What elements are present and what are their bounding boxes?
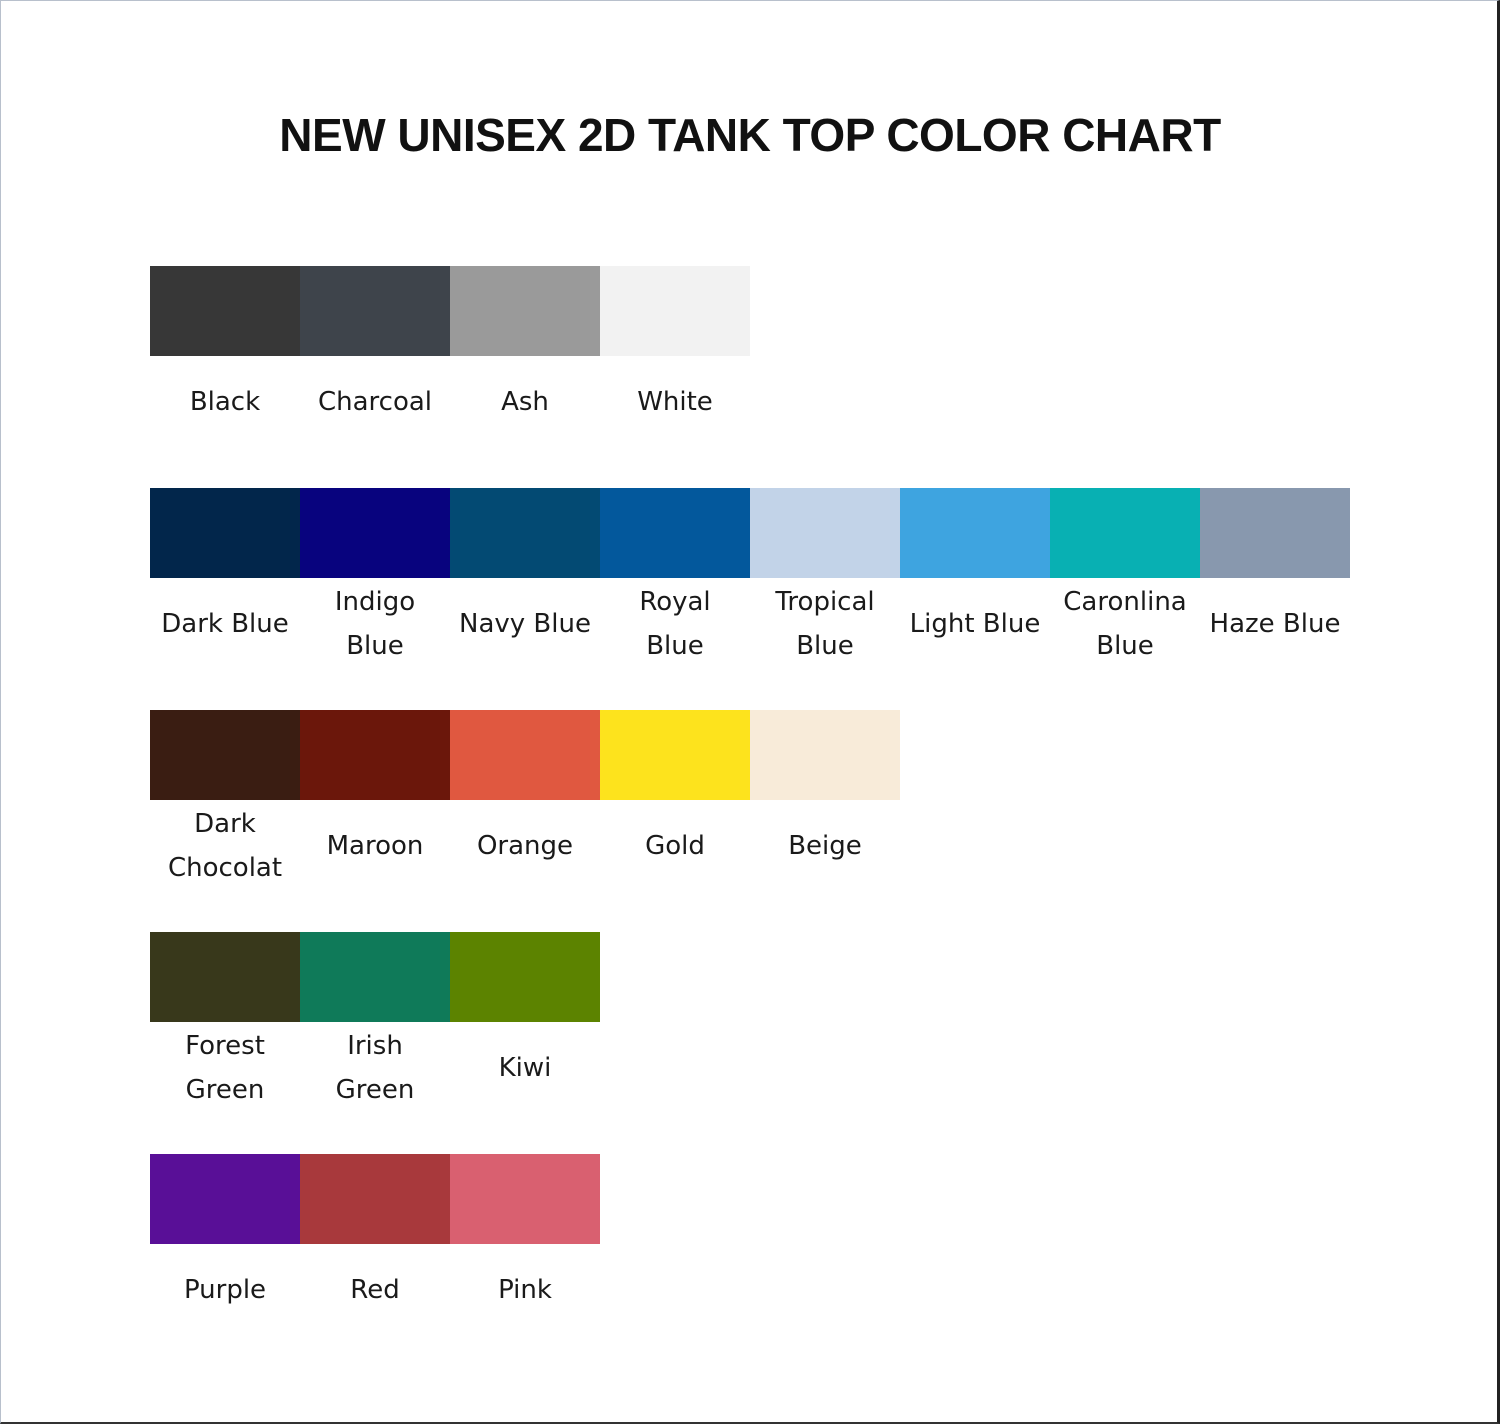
color-swatch — [600, 266, 750, 356]
color-label: Irish Green — [335, 1031, 415, 1105]
color-swatch — [450, 932, 600, 1022]
color-swatch — [300, 488, 450, 578]
color-label: Tropical Blue — [775, 587, 875, 661]
color-item: Orange — [450, 710, 600, 892]
color-label: Kiwi — [498, 1053, 552, 1083]
color-swatch — [750, 488, 900, 578]
color-label: Ash — [501, 387, 549, 417]
color-item: Purple — [150, 1154, 300, 1336]
color-swatch — [300, 266, 450, 356]
color-swatch — [450, 266, 600, 356]
color-item: Black — [150, 266, 300, 448]
color-swatch — [1200, 488, 1350, 578]
color-item: Forest Green — [150, 932, 300, 1114]
color-label: Pink — [498, 1275, 552, 1305]
color-label: Purple — [183, 1275, 267, 1305]
color-label: Beige — [788, 831, 862, 861]
color-label: Maroon — [326, 831, 424, 861]
color-label: Orange — [476, 831, 574, 861]
color-item: Dark Chocolat — [150, 710, 300, 892]
color-label: Navy Blue — [459, 609, 591, 639]
color-swatch — [900, 488, 1050, 578]
color-label: Royal Blue — [639, 587, 711, 661]
color-item: Red — [300, 1154, 450, 1336]
color-label: Charcoal — [317, 387, 433, 417]
color-label: Haze Blue — [1209, 609, 1341, 639]
color-swatch — [300, 1154, 450, 1244]
color-label: Gold — [645, 831, 705, 861]
color-label: Black — [189, 387, 261, 417]
color-item: Beige — [750, 710, 900, 892]
color-label: Forest Green — [185, 1031, 265, 1105]
color-label: Red — [350, 1275, 400, 1305]
color-item: Tropical Blue — [750, 488, 900, 670]
color-item: Navy Blue — [450, 488, 600, 670]
color-swatch — [600, 710, 750, 800]
color-item: Haze Blue — [1200, 488, 1350, 670]
color-item: Irish Green — [300, 932, 450, 1114]
color-item: Dark Blue — [150, 488, 300, 670]
color-label: White — [637, 387, 713, 417]
color-swatch — [150, 266, 300, 356]
color-item: White — [600, 266, 750, 448]
color-label: Dark Chocolat — [167, 809, 283, 883]
color-swatch — [300, 710, 450, 800]
color-label: Indigo Blue — [334, 587, 416, 661]
color-swatch — [1050, 488, 1200, 578]
color-swatch — [450, 710, 600, 800]
color-item: Caronlina Blue — [1050, 488, 1200, 670]
color-item: Maroon — [300, 710, 450, 892]
color-swatch — [600, 488, 750, 578]
color-item: Light Blue — [900, 488, 1050, 670]
color-item: Gold — [600, 710, 750, 892]
color-swatch — [450, 1154, 600, 1244]
color-item: Indigo Blue — [300, 488, 450, 670]
color-swatch — [300, 932, 450, 1022]
color-label: Dark Blue — [161, 609, 289, 639]
color-swatch — [750, 710, 900, 800]
color-item: Charcoal — [300, 266, 450, 448]
color-label: Light Blue — [909, 609, 1041, 639]
page-title: NEW UNISEX 2D TANK TOP COLOR CHART — [279, 109, 1221, 161]
color-item: Kiwi — [450, 932, 600, 1114]
color-swatch — [150, 932, 300, 1022]
color-item: Ash — [450, 266, 600, 448]
color-swatch — [450, 488, 600, 578]
color-item: Pink — [450, 1154, 600, 1336]
color-item: Royal Blue — [600, 488, 750, 670]
color-swatch — [150, 488, 300, 578]
color-swatch — [150, 710, 300, 800]
color-label: Caronlina Blue — [1063, 587, 1187, 661]
color-swatch — [150, 1154, 300, 1244]
